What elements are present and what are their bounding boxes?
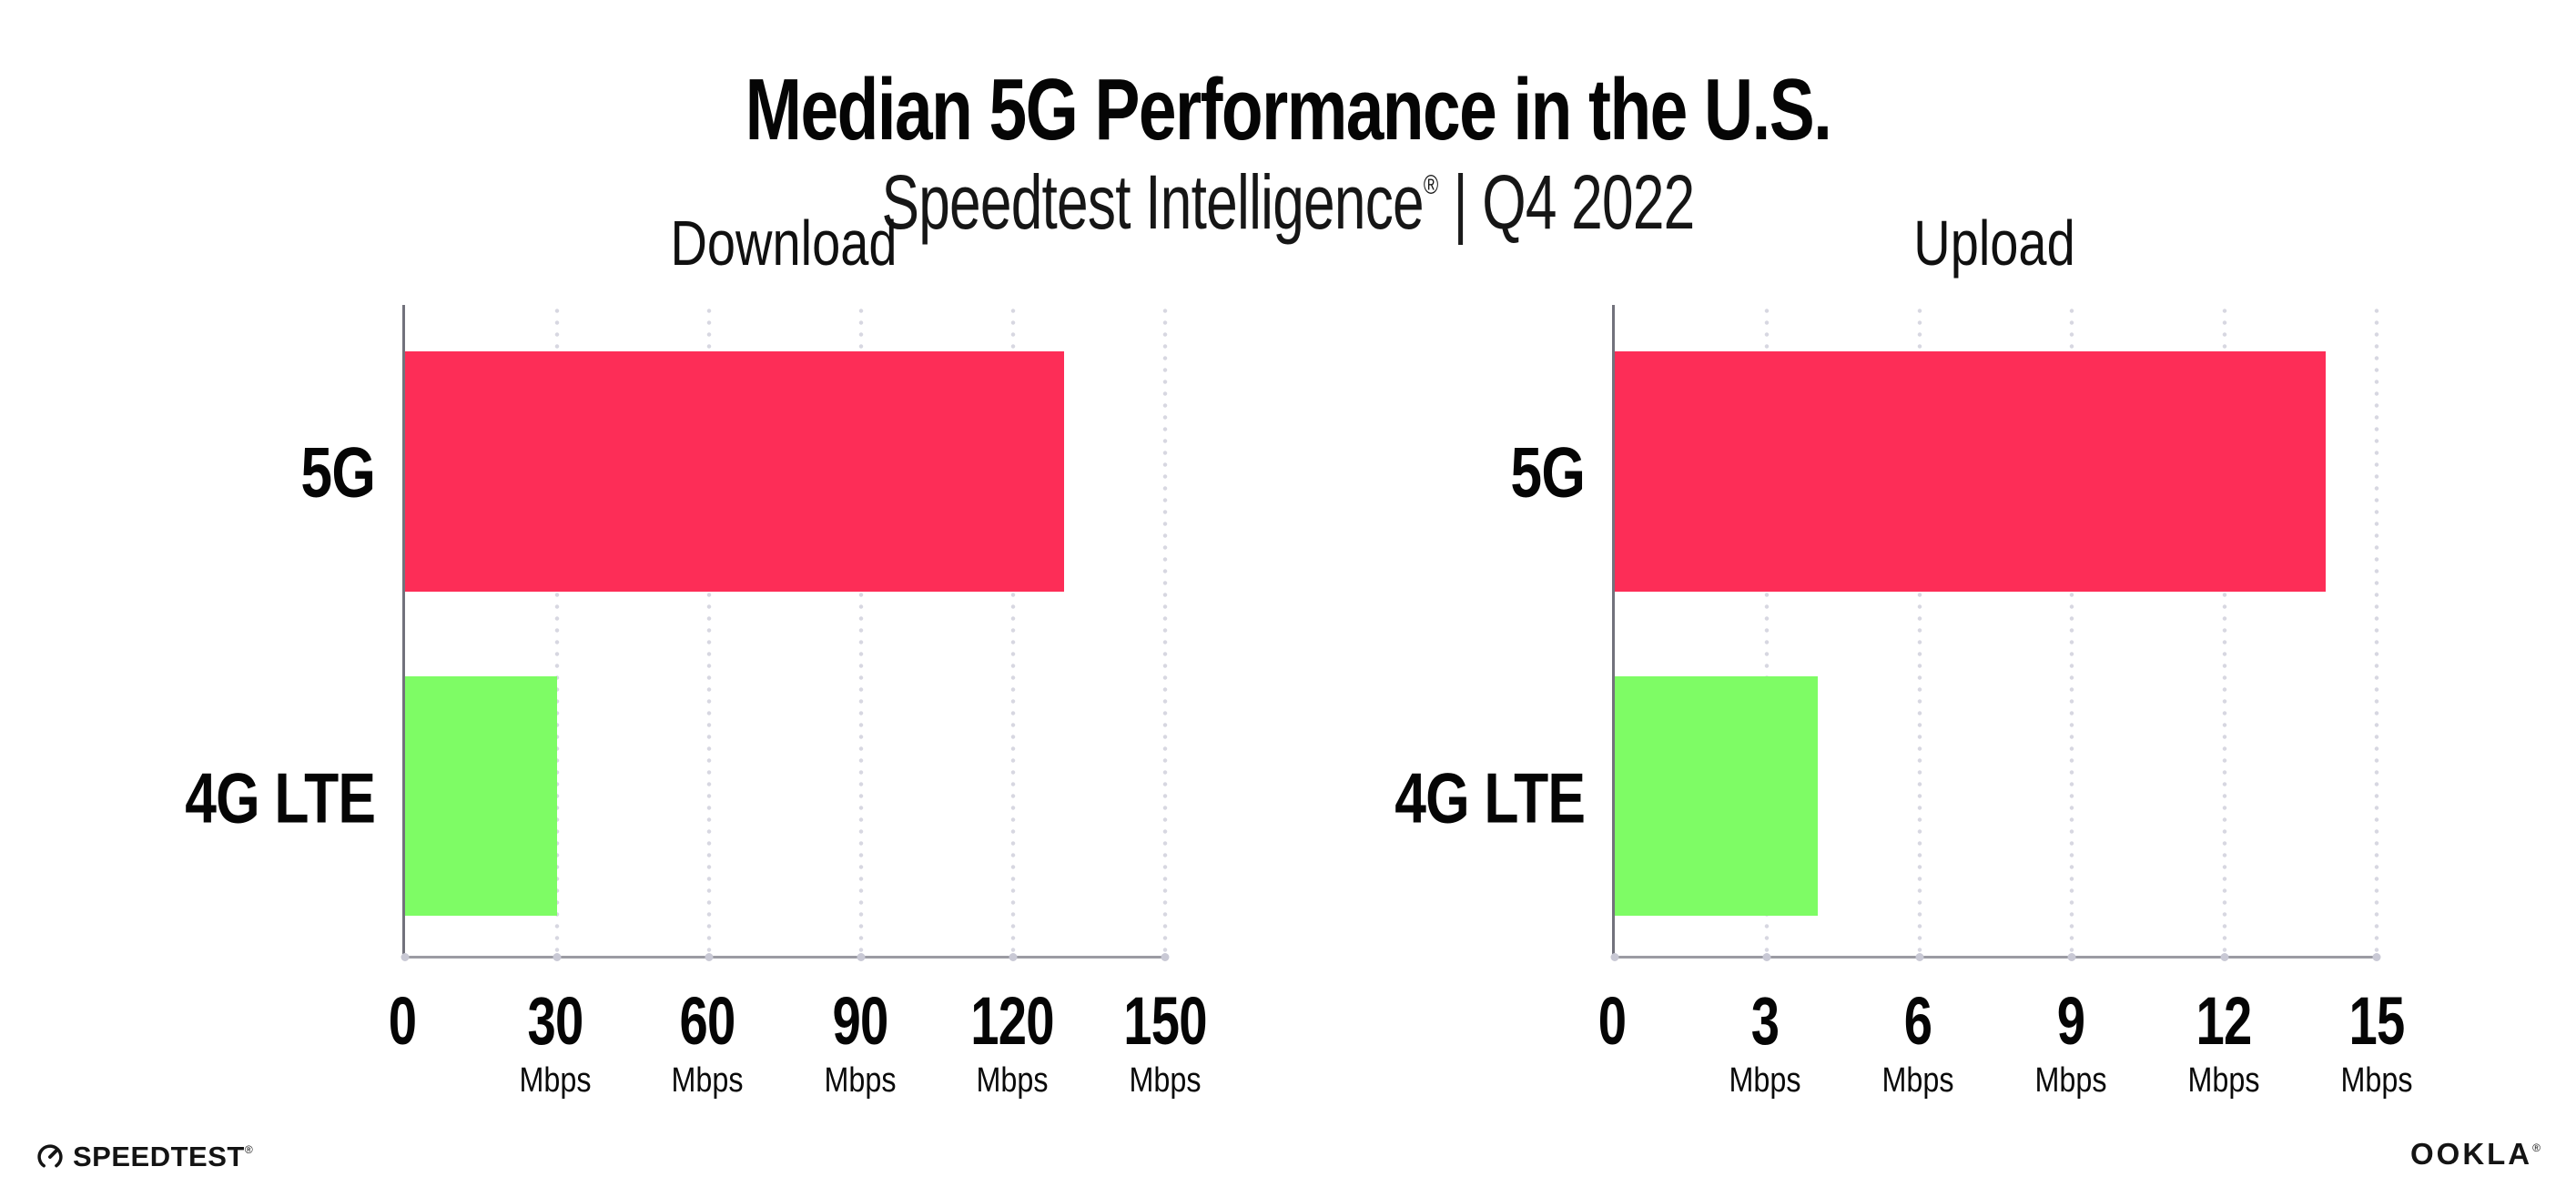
category-label-4g-lte: 4G LTE [1394, 757, 1586, 838]
bar-5g [405, 351, 1064, 592]
gridline-12 [2222, 305, 2227, 956]
axis-tick-dot-15 [2372, 953, 2381, 961]
download-chart: Download 5G 4G LTE 0 30 Mbps 60 Mbps 90 Mbps 120… [185, 208, 1208, 1100]
axis-tick-dot-9 [2067, 953, 2076, 961]
bar-4g-lte [405, 676, 557, 917]
speedtest-registered-mark: ® [244, 1143, 254, 1156]
gridline-15 [2374, 305, 2379, 956]
x-tick-unit: Mbps [1881, 1061, 1954, 1100]
x-tick-30: 30 Mbps [512, 982, 597, 1101]
ookla-logo: OOKLA® [2410, 1137, 2543, 1172]
x-tick-unit: Mbps [519, 1061, 592, 1100]
category-label-4g-lte: 4G LTE [185, 757, 376, 838]
x-tick-150: 150 Mbps [1111, 982, 1220, 1101]
speedtest-logo: SPEEDTEST® [36, 1141, 253, 1173]
axis-tick-dot-30 [553, 953, 562, 961]
upload-chart: Upload 5G 4G LTE 0 3 Mbps 6 Mbps 9 Mbps 12 Mbps 15… [1394, 208, 2412, 1100]
x-tick-unit: Mbps [2340, 1061, 2413, 1100]
x-tick-6: 6 Mbps [1876, 982, 1961, 1101]
x-tick-15: 15 Mbps [2335, 982, 2419, 1101]
gridline-120 [1010, 305, 1016, 956]
gridline-3 [1764, 305, 1770, 956]
x-tick-unit: Mbps [2187, 1061, 2260, 1100]
x-tick-12: 12 Mbps [2182, 982, 2267, 1101]
x-tick-value: 3 [1750, 983, 1780, 1059]
x-tick-value: 120 [970, 983, 1055, 1059]
x-tick-value: 6 [1903, 983, 1932, 1059]
axis-tick-dot-0 [1610, 953, 1619, 961]
page-title: Median 5G Performance in the U.S. [745, 61, 1832, 159]
x-tick-120: 120 Mbps [958, 982, 1067, 1101]
speedtest-gauge-icon [37, 1144, 63, 1170]
download-category-axis: 5G 4G LTE [75, 305, 402, 959]
x-tick-value: 15 [2348, 983, 2405, 1059]
download-x-axis: 0 30 Mbps 60 Mbps 90 Mbps 120 Mbps 150 Mbps [389, 959, 1208, 1118]
x-tick-unit: Mbps [1729, 1061, 1801, 1100]
x-tick-unit: Mbps [2034, 1061, 2107, 1100]
axis-tick-dot-6 [1915, 953, 1924, 961]
speedtest-label: SPEEDTEST [73, 1141, 245, 1172]
x-tick-0: 0 [384, 982, 421, 1060]
x-tick-value: 0 [1597, 983, 1627, 1059]
registered-trademark-icon: ® [1423, 169, 1439, 200]
x-tick-value: 0 [388, 983, 417, 1059]
gridline-60 [706, 305, 712, 956]
axis-tick-dot-150 [1161, 953, 1170, 961]
upload-category-axis: 5G 4G LTE [1284, 305, 1612, 959]
x-tick-unit: Mbps [976, 1061, 1049, 1100]
axis-tick-dot-120 [1009, 953, 1018, 961]
ookla-label: OOKLA [2409, 1137, 2533, 1171]
x-tick-value: 12 [2196, 983, 2252, 1059]
page-subtitle: Speedtest Intelligence® | Q4 2022 [335, 158, 2241, 247]
x-tick-value: 150 [1123, 983, 1207, 1059]
chart-title-download: Download [670, 208, 898, 279]
x-tick-value: 60 [679, 983, 736, 1059]
x-tick-3: 3 Mbps [1723, 982, 1808, 1101]
x-tick-unit: Mbps [824, 1061, 897, 1100]
subtitle-period: Q4 2022 [1482, 158, 1695, 245]
x-tick-value: 90 [832, 983, 888, 1059]
chart-title-upload: Upload [1913, 208, 2075, 279]
ookla-registered-mark: ® [2532, 1141, 2543, 1154]
upload-plot-area [1610, 305, 2381, 961]
gridline-9 [2069, 305, 2074, 956]
x-tick-value: 30 [527, 983, 583, 1059]
axis-tick-dot-60 [705, 953, 714, 961]
x-tick-0: 0 [1594, 982, 1630, 1060]
x-tick-unit: Mbps [671, 1061, 744, 1100]
download-plot-area [401, 305, 1170, 961]
x-tick-60: 60 Mbps [665, 982, 750, 1101]
category-label-5g: 5G [1510, 431, 1585, 512]
gridline-150 [1162, 305, 1168, 956]
subtitle-brand: Speedtest Intelligence [881, 158, 1424, 245]
axis-tick-dot-0 [401, 953, 410, 961]
gridline-90 [858, 305, 864, 956]
subtitle-separator: | [1453, 158, 1468, 245]
gridline-30 [554, 305, 560, 956]
upload-x-axis: 0 3 Mbps 6 Mbps 9 Mbps 12 Mbps 15 Mbps [1598, 959, 2413, 1118]
axis-tick-dot-90 [857, 953, 866, 961]
bar-5g [1615, 351, 2327, 592]
gridline-6 [1917, 305, 1922, 956]
x-tick-90: 90 Mbps [817, 982, 902, 1101]
axis-tick-dot-3 [1762, 953, 1771, 961]
x-tick-9: 9 Mbps [2029, 982, 2114, 1101]
speedtest-wordmark: SPEEDTEST® [73, 1141, 253, 1173]
x-tick-unit: Mbps [1129, 1061, 1202, 1100]
axis-tick-dot-12 [2220, 953, 2229, 961]
category-label-5g: 5G [300, 431, 375, 512]
x-tick-value: 9 [2056, 983, 2085, 1059]
bar-4g-lte [1615, 676, 1819, 917]
